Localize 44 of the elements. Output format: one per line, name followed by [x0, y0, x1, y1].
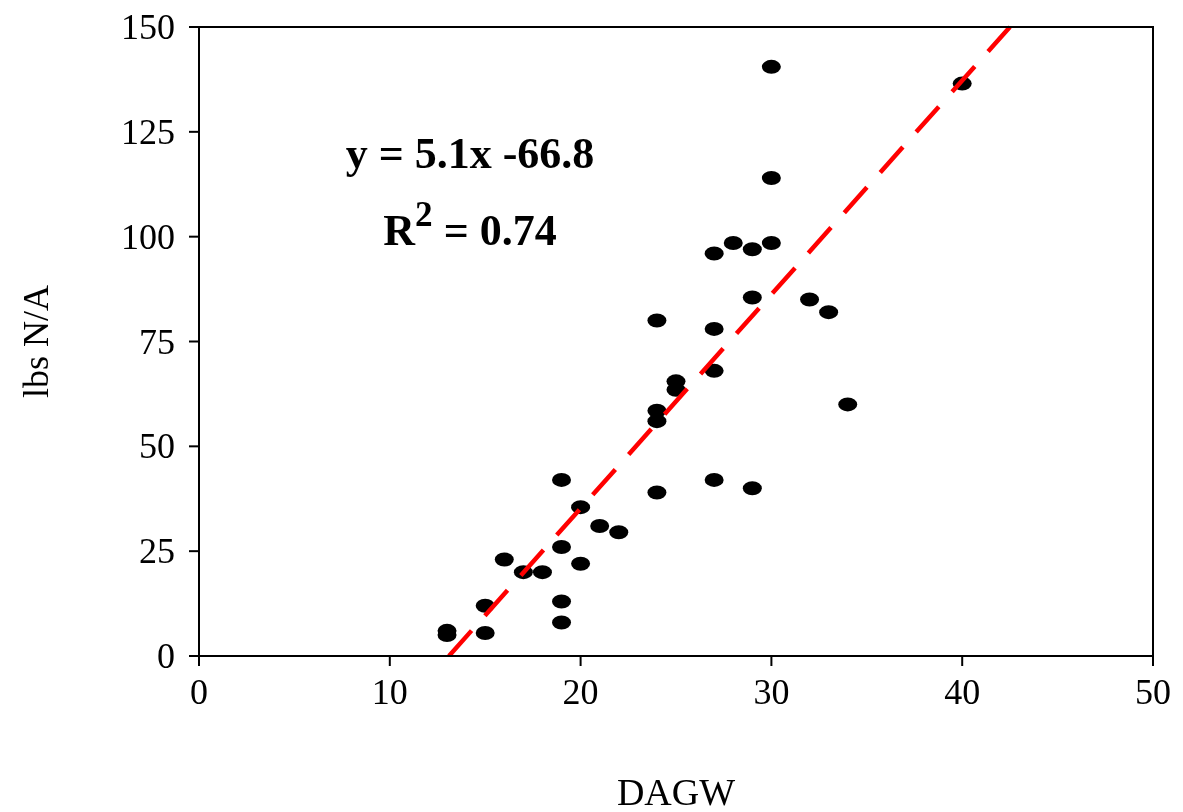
y-tick-label: 75 [139, 321, 175, 362]
x-axis-title: DAGW [616, 771, 736, 812]
annotation: R$^{2}$ = 0.74 [383, 194, 557, 255]
point [647, 403, 667, 418]
y-tick-label: 125 [121, 111, 175, 152]
point [647, 485, 667, 500]
point [761, 59, 781, 74]
point [742, 290, 762, 305]
point [704, 321, 724, 336]
point [494, 552, 514, 567]
x-tick-label: 40 [944, 672, 981, 712]
point [819, 305, 839, 320]
point [475, 625, 495, 640]
point [742, 242, 762, 257]
x-tick-label: 10 [371, 672, 408, 712]
annotation: y = 5.1x -66.8 [345, 129, 595, 178]
y-axis-title: lbs N/A [16, 284, 56, 399]
point [552, 615, 572, 630]
x-tick-label: 0 [190, 672, 208, 712]
y-tick-label: 50 [139, 426, 175, 467]
point [761, 235, 781, 250]
point [704, 246, 724, 261]
x-tick-label: 50 [1135, 672, 1171, 712]
point [552, 539, 572, 554]
point [590, 519, 610, 534]
y-tick-label: 25 [139, 531, 175, 572]
y-tick-label: 150 [121, 7, 175, 47]
y-tick-label: 0 [157, 636, 175, 676]
x-tick-label: 30 [753, 672, 790, 712]
point [761, 170, 781, 185]
point [723, 235, 743, 250]
x-tick-label: 20 [562, 672, 599, 712]
point [704, 472, 724, 487]
point [647, 313, 667, 328]
point [609, 525, 629, 540]
point [552, 594, 572, 609]
point [552, 472, 572, 487]
point [532, 565, 552, 580]
point [666, 374, 686, 389]
y-tick-label: 100 [121, 216, 175, 257]
point [571, 556, 591, 571]
point [838, 397, 858, 412]
point [800, 292, 820, 307]
point [742, 481, 762, 496]
